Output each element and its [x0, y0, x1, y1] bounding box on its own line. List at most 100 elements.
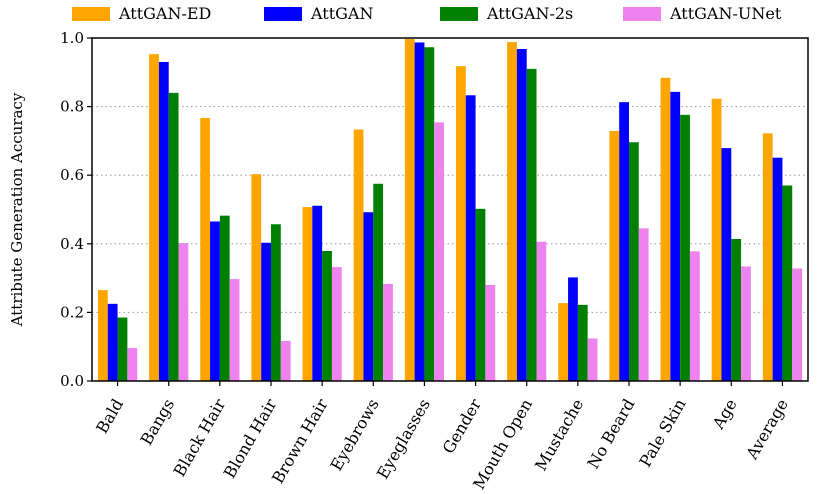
bar-attgan-2s-average: [782, 185, 793, 381]
bar-attgan-2s-no-beard: [629, 142, 639, 381]
bar-attgan-2s-bald: [117, 317, 128, 381]
bar-attgan-2s-bangs: [168, 92, 179, 381]
bar-attgan-ed-age: [711, 98, 722, 381]
bar-attgan-bald: [107, 303, 118, 381]
bar-attgan-unet-mouth-open: [536, 241, 547, 381]
bar-attgan-ed-mustache: [558, 303, 569, 381]
bar-attgan-unet-eyebrows: [383, 283, 393, 381]
bar-attgan-2s-brown-hair: [322, 251, 332, 381]
x-tick-label: Mustache: [531, 396, 587, 474]
bar-attgan-ed-no-beard: [609, 130, 620, 381]
bar-attgan-2s-gender: [475, 208, 486, 381]
bar-attgan-unet-bangs: [178, 243, 189, 381]
x-tick-label: Blond Hair: [220, 395, 281, 481]
bar-attgan-eyeglasses: [414, 42, 425, 382]
bar-group-eyebrows: [353, 129, 393, 381]
bar-attgan-black-hair: [210, 221, 220, 381]
y-tick-label: 0.2: [60, 303, 84, 321]
bar-attgan-bangs: [158, 62, 169, 381]
bar-attgan-unet-blond-hair: [280, 340, 291, 381]
bar-attgan-unet-brown-hair: [331, 267, 342, 381]
bar-group-mouth-open: [507, 42, 547, 382]
legend-label: AttGAN-ED: [118, 4, 211, 23]
bar-attgan-blond-hair: [261, 242, 271, 381]
x-tick-label: Bald: [92, 396, 127, 437]
legend-label: AttGAN-2s: [486, 4, 573, 23]
legend-swatch: [440, 7, 478, 21]
legend-swatch: [264, 7, 302, 21]
legend-swatch: [623, 7, 661, 21]
bar-group-average: [762, 133, 803, 381]
bar-attgan-ed-eyeglasses: [404, 39, 415, 382]
bar-attgan-unet-bald: [127, 348, 138, 381]
bar-attgan-ed-blond-hair: [251, 174, 262, 381]
legend-label: AttGAN-UNet: [669, 4, 782, 23]
bar-attgan-eyebrows: [363, 212, 374, 381]
bar-attgan-unet-average: [792, 268, 803, 381]
bar-attgan-brown-hair: [312, 205, 323, 381]
bar-group-eyeglasses: [404, 39, 445, 382]
bar-attgan-unet-pale-skin: [689, 251, 700, 381]
x-tick-label: No Beard: [583, 396, 638, 473]
bar-attgan-2s-age: [731, 238, 742, 381]
bar-attgan-age: [721, 148, 732, 381]
legend: AttGAN-ED AttGAN AttGAN-2s AttGAN-UNet: [72, 4, 782, 23]
bar-attgan-2s-eyebrows: [373, 183, 384, 381]
bar-attgan-unet-mustache: [587, 338, 598, 381]
y-tick-label: 0.8: [60, 98, 84, 116]
x-tick-label: Eyeglasses: [373, 396, 434, 483]
bar-attgan-ed-average: [762, 133, 773, 381]
bar-group-bald: [97, 290, 138, 381]
bar-attgan-2s-mouth-open: [526, 68, 537, 382]
bar-attgan-mouth-open: [516, 48, 527, 381]
bar-attgan-unet-no-beard: [638, 228, 649, 381]
gridlines: [92, 106, 808, 313]
bar-attgan-2s-eyeglasses: [424, 47, 435, 382]
legend-item-attgan-unet: AttGAN-UNet: [623, 4, 782, 23]
legend-swatch: [72, 7, 110, 21]
bar-attgan-2s-mustache: [577, 304, 588, 381]
bar-attgan-2s-black-hair: [219, 215, 230, 381]
x-tick-label: Eyebrows: [326, 396, 382, 474]
bar-attgan-ed-bangs: [149, 54, 159, 381]
y-tick-label: 1.0: [60, 29, 84, 47]
bar-group-no-beard: [609, 102, 649, 382]
bar-attgan-ed-gender: [455, 66, 466, 381]
legend-item-attgan-ed: AttGAN-ED: [72, 4, 211, 23]
bar-group-blond-hair: [251, 174, 291, 381]
y-axis-title: Attribute Generation Accuracy: [8, 92, 26, 327]
y-tick-label: 0.0: [60, 372, 84, 390]
bar-attgan-unet-black-hair: [229, 279, 240, 381]
legend-label: AttGAN: [310, 4, 373, 23]
bar-attgan-average: [772, 157, 783, 381]
bar-attgan-2s-pale-skin: [680, 114, 690, 381]
y-tick-label: 0.4: [60, 235, 84, 253]
x-tick-label: Pale Skin: [635, 396, 689, 471]
x-tick-label: Average: [742, 396, 792, 464]
bar-attgan-2s-blond-hair: [271, 224, 281, 381]
bar-attgan-unet-eyeglasses: [434, 122, 445, 382]
bar-attgan-ed-bald: [97, 290, 108, 381]
plot-frame: [91, 37, 809, 382]
bar-group-brown-hair: [302, 205, 342, 381]
bar-group-bangs: [149, 54, 189, 381]
bar-attgan-ed-brown-hair: [302, 207, 313, 381]
bar-group-pale-skin: [660, 77, 700, 382]
bar-attgan-unet-age: [741, 266, 751, 381]
bar-attgan-ed-mouth-open: [507, 42, 517, 382]
legend-item-attgan: AttGAN: [264, 4, 373, 23]
bar-attgan-ed-pale-skin: [660, 77, 671, 382]
x-tick-label: Age: [708, 396, 741, 433]
bar-attgan-pale-skin: [670, 91, 681, 381]
bars: [97, 39, 803, 382]
x-tick-label: Black Hair: [170, 395, 230, 480]
y-axis: 0.0 0.2 0.4 0.6 0.8 1.0: [60, 29, 92, 390]
x-tick-label: Gender: [439, 395, 486, 457]
y-tick-label: 0.6: [60, 166, 84, 184]
x-tick-label: Bangs: [137, 396, 178, 449]
bar-attgan-mustache: [568, 277, 578, 381]
bar-group-mustache: [558, 277, 598, 381]
bar-group-gender: [455, 66, 496, 381]
